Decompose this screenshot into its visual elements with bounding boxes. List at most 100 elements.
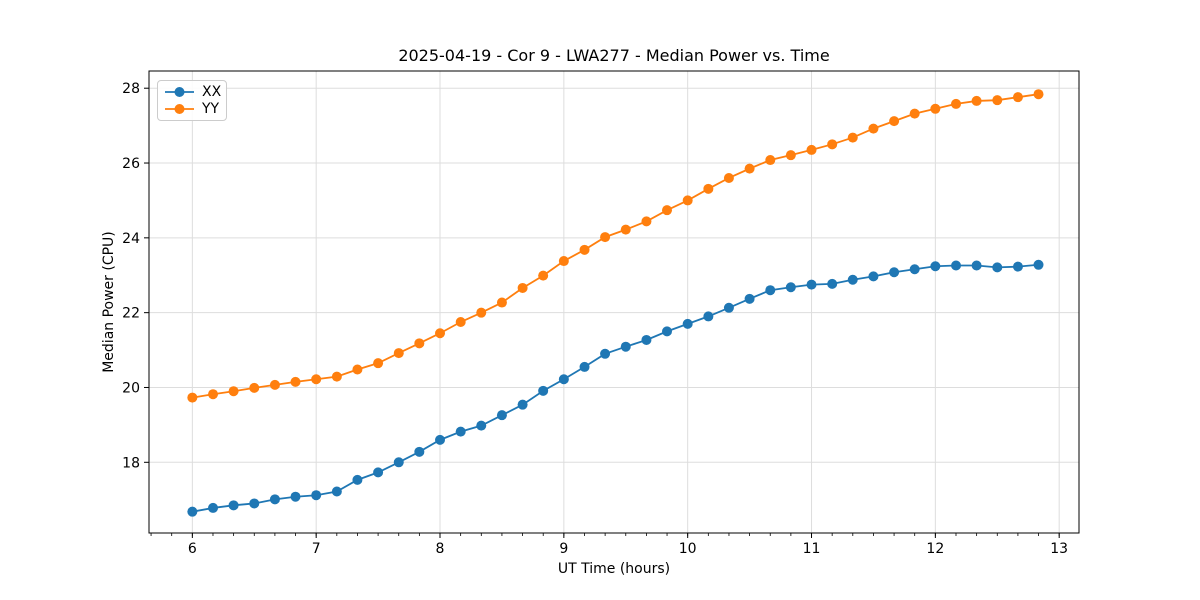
series-yy-marker xyxy=(331,371,342,382)
series-xx-marker xyxy=(785,282,796,293)
series-xx-marker xyxy=(290,491,301,502)
series-xx-marker xyxy=(435,434,446,445)
y-gridlines xyxy=(149,87,1079,463)
series-xx-marker xyxy=(909,264,920,275)
series-yy-marker xyxy=(806,144,817,155)
series-yy-marker xyxy=(662,205,673,216)
series-yy-marker xyxy=(455,317,466,328)
series-yy-marker xyxy=(889,116,900,127)
svg-text:28: 28 xyxy=(122,81,140,97)
series-yy-marker xyxy=(414,338,425,349)
series-yy-line xyxy=(192,93,1039,399)
series-yy-marker xyxy=(393,348,404,359)
series-yy-marker xyxy=(682,195,693,206)
series-yy-marker xyxy=(373,358,384,369)
series-xx-line xyxy=(192,263,1039,513)
legend-label-xx: XX xyxy=(202,83,222,100)
series-yy-marker xyxy=(352,364,363,375)
series-yy-marker xyxy=(558,256,569,267)
series-xx-marker xyxy=(827,278,838,289)
series-yy-marker xyxy=(847,132,858,143)
y-tick-labels: 18 20 22 24 26 28 xyxy=(122,81,140,471)
series-yy-marker xyxy=(971,95,982,106)
series-yy-marker xyxy=(1012,92,1023,103)
series-xx-marker xyxy=(1033,259,1044,270)
series-xx-marker xyxy=(455,426,466,437)
svg-text:6: 6 xyxy=(188,541,197,557)
series-xx-marker xyxy=(951,260,962,271)
series-yy-marker xyxy=(641,216,652,227)
series-yy-marker xyxy=(868,123,879,134)
series-yy-marker xyxy=(538,270,549,281)
legend: XX YY xyxy=(157,80,227,121)
axes-frame xyxy=(148,70,1080,534)
series-xx-marker xyxy=(992,262,1003,273)
series-xx-marker xyxy=(517,399,528,410)
series-yy-marker xyxy=(909,108,920,119)
series-xx-marker xyxy=(600,348,611,359)
svg-text:10: 10 xyxy=(679,541,697,557)
svg-text:8: 8 xyxy=(436,541,445,557)
svg-text:18: 18 xyxy=(122,455,140,471)
series-xx-marker xyxy=(269,494,280,505)
series-xx-marker xyxy=(558,374,569,385)
series-yy-marker xyxy=(930,103,941,114)
series-xx-marker xyxy=(889,267,900,278)
legend-swatch-xx xyxy=(165,86,194,97)
series-yy-marker xyxy=(517,282,528,293)
series-yy-marker xyxy=(723,172,734,183)
legend-swatch-yy xyxy=(165,104,194,115)
legend-item-yy: YY xyxy=(165,102,226,116)
y-axis-label: Median Power (CPU) xyxy=(101,231,117,373)
series-yy-marker xyxy=(496,297,507,308)
series-xx-marker xyxy=(806,279,817,290)
series-yy-marker xyxy=(951,98,962,109)
series-yy-marker xyxy=(435,328,446,339)
series-yy-marker xyxy=(785,150,796,161)
series-xx-marker xyxy=(373,467,384,478)
series-xx-marker xyxy=(331,486,342,497)
series-xx-marker xyxy=(414,446,425,457)
x-axis-label: UT Time (hours) xyxy=(557,561,671,577)
svg-text:26: 26 xyxy=(122,156,140,172)
series-yy-marker xyxy=(269,379,280,390)
series-yy-marker xyxy=(600,232,611,243)
series-yy-marker xyxy=(827,139,838,150)
series-yy-marker xyxy=(620,224,631,235)
series-yy-marker xyxy=(228,386,239,397)
series-yy-marker xyxy=(476,307,487,318)
series-xx-marker xyxy=(249,498,260,509)
svg-text:20: 20 xyxy=(122,380,140,396)
series-xx-marker xyxy=(744,293,755,304)
series-xx-marker xyxy=(662,326,673,337)
series-xx-marker xyxy=(476,420,487,431)
series-xx-marker xyxy=(847,274,858,285)
series-xx-marker xyxy=(765,285,776,296)
legend-label-yy: YY xyxy=(202,101,220,118)
svg-text:22: 22 xyxy=(122,306,140,322)
y-ticks xyxy=(144,87,149,463)
series-yy-marker xyxy=(1033,89,1044,100)
series-yy-marker xyxy=(249,382,260,393)
svg-text:11: 11 xyxy=(803,541,821,557)
series-xx-marker xyxy=(538,385,549,396)
series-yy-marker xyxy=(208,389,219,400)
svg-text:9: 9 xyxy=(559,541,568,557)
series-xx-marker xyxy=(208,502,219,513)
series-xx-marker xyxy=(930,261,941,272)
legend-item-xx: XX xyxy=(165,85,226,99)
series-yy-marker xyxy=(187,392,198,403)
series-xx-marker xyxy=(496,410,507,421)
svg-text:12: 12 xyxy=(926,541,944,557)
series-xx-marker xyxy=(723,302,734,313)
legend-marker-yy xyxy=(174,104,185,115)
series-yy-marker xyxy=(311,374,322,385)
series-xx-marker xyxy=(579,361,590,372)
series-xx-marker xyxy=(393,457,404,468)
x-tick-labels: 6 7 8 9 10 11 12 13 xyxy=(188,541,1068,557)
svg-text:13: 13 xyxy=(1050,541,1068,557)
series-xx xyxy=(187,259,1044,517)
series-xx-marker xyxy=(703,311,714,322)
